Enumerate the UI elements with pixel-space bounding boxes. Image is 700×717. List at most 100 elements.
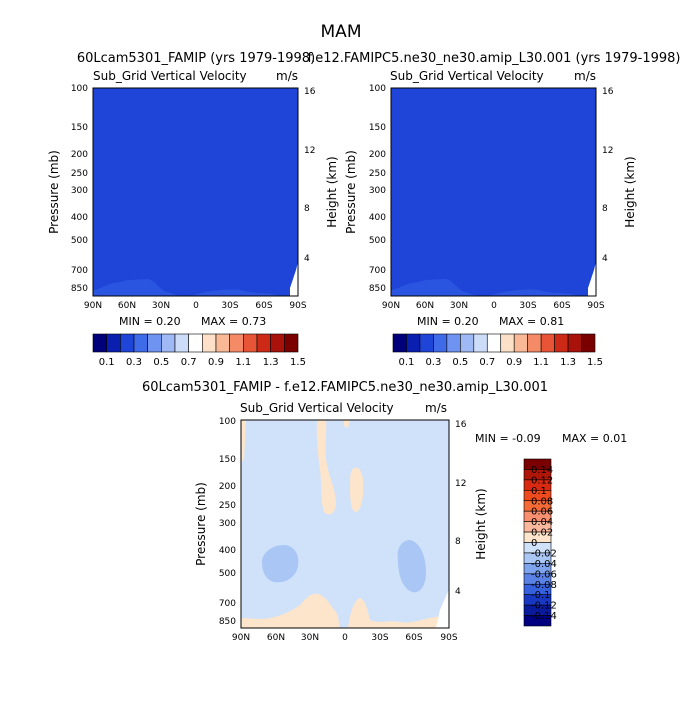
panel-1-ytick: 250	[71, 169, 88, 179]
panel-1-xtick: 0	[193, 301, 199, 311]
panel-1-ytick: 850	[71, 284, 88, 294]
colorbar-swatch	[270, 333, 285, 353]
colorbar-swatch	[133, 333, 148, 353]
colorbar-swatch	[567, 333, 582, 353]
colorbar-swatch	[513, 333, 528, 353]
panel-2-xtick: 0	[491, 301, 497, 311]
panel-1-variable-label: Sub_Grid Vertical Velocity	[93, 69, 247, 83]
panel-1-xtick: 30S	[221, 301, 238, 311]
panel-1-ytick: 500	[71, 236, 88, 246]
colorbar-label: 1.3	[263, 357, 279, 368]
panel-2-xtick: 30S	[519, 301, 536, 311]
panel-3-ytick: 250	[219, 501, 236, 511]
colorbar-swatch	[106, 333, 121, 353]
panel-2-ylabel-right: Height (km)	[623, 156, 637, 227]
colorbar-label: 0.7	[479, 357, 495, 368]
panel-1-max-label: MAX = 0.73	[201, 315, 266, 328]
panel-2-ytick: 150	[369, 123, 386, 133]
colorbar-swatch	[446, 333, 461, 353]
colorbar-swatch	[392, 333, 407, 353]
panel-2-ytick: 850	[369, 284, 386, 294]
panel-1-xtick: 90S	[289, 301, 306, 311]
panel-3-xtick: 0	[342, 633, 348, 643]
colorbar-swatch	[406, 333, 421, 353]
panel-3-contour-positive	[344, 420, 350, 428]
colorbar-swatch	[147, 333, 162, 353]
colorbar-label: -0.06	[531, 569, 557, 580]
colorbar-swatch	[188, 333, 203, 353]
colorbar-swatch	[486, 333, 502, 353]
colorbar-label: 0.1	[399, 357, 415, 368]
colorbar-label: -0.04	[531, 559, 557, 570]
panel-2-min-label: MIN = 0.20	[417, 315, 479, 328]
panel-2-ylabel: Pressure (mb)	[344, 150, 358, 234]
panel-1-xtick: 30N	[152, 301, 170, 311]
colorbar-swatch	[433, 333, 448, 353]
panel-1-ylabel: Pressure (mb)	[47, 150, 61, 234]
panel-2-ytick: 300	[369, 186, 386, 196]
colorbar-swatch	[256, 333, 271, 353]
panel-1-ytick: 150	[71, 123, 88, 133]
panel-3-y2tick: 12	[455, 479, 466, 489]
colorbar-swatch	[174, 333, 189, 353]
colorbar-swatch	[229, 333, 244, 353]
colorbar-swatch	[527, 333, 542, 353]
panel-2-field	[391, 88, 596, 296]
colorbar-swatch	[243, 333, 258, 353]
colorbar-label: 0.1	[531, 486, 547, 497]
panel-3-title: 60Lcam5301_FAMIP - f.e12.FAMIPC5.ne30_ne…	[142, 380, 548, 395]
panel-1-title: 60Lcam5301_FAMIP (yrs 1979-1998)	[77, 51, 315, 66]
panel-1-min-label: MIN = 0.20	[119, 315, 181, 328]
panel-3-variable-label: Sub_Grid Vertical Velocity	[240, 401, 394, 415]
colorbar-swatch	[460, 333, 475, 353]
panel-2-y2tick: 12	[602, 146, 613, 156]
colorbar-label: -0.12	[531, 601, 557, 612]
panel-1: 60Lcam5301_FAMIP (yrs 1979-1998) Sub_Gri…	[47, 51, 339, 368]
panel-3-ytick: 300	[219, 519, 236, 529]
colorbar-label: 1.5	[290, 357, 306, 368]
colorbar-swatch	[161, 333, 176, 353]
panel-2-contour-lower-south	[488, 289, 580, 296]
panel-1-contour-lower-south	[190, 289, 282, 296]
panel-3-xtick: 90S	[440, 633, 457, 643]
colorbar-label: 0.3	[126, 357, 142, 368]
panel-2-ytick: 200	[369, 150, 386, 160]
colorbar-label: 0.08	[531, 496, 553, 507]
panel-1-ylabel-right: Height (km)	[325, 156, 339, 227]
colorbar-label: 0.14	[531, 465, 553, 476]
panel-3-contour-positive-lower	[348, 598, 440, 628]
colorbar-label: 0.04	[531, 517, 553, 528]
panel-3-ytick: 150	[219, 455, 236, 465]
colorbar-label: 1.3	[560, 357, 576, 368]
panel-2-contour-lower	[391, 279, 478, 296]
panel-3-y2tick: 16	[455, 420, 467, 430]
panel-2-ytick: 700	[369, 266, 386, 276]
colorbar-swatch	[473, 333, 488, 353]
panel-1-y2tick: 12	[304, 146, 315, 156]
colorbar-label: 1.1	[533, 357, 549, 368]
panel-1-ytick: 100	[71, 84, 88, 94]
colorbar-swatch	[540, 333, 555, 353]
colorbar-label: 0	[531, 538, 537, 549]
panel-2-xtick: 90S	[587, 301, 604, 311]
colorbar-label: 0.1	[99, 357, 115, 368]
panel-3-ylabel-right: Height (km)	[474, 488, 488, 559]
panel-3-xtick: 30S	[371, 633, 388, 643]
panel-3-units-label: m/s	[425, 401, 447, 415]
panel-3-y2tick: 8	[455, 537, 461, 547]
colorbar-label: 0.12	[531, 475, 553, 486]
panel-1-xtick: 60S	[255, 301, 272, 311]
panel-3-xtick: 60N	[267, 633, 285, 643]
panel-1-y2tick: 16	[304, 87, 316, 97]
panel-1-contour-lower	[93, 279, 180, 296]
panel-1-xtick: 90N	[84, 301, 102, 311]
colorbar-swatch	[215, 333, 230, 353]
panel-2-frame	[390, 87, 597, 297]
panel-3-contour-negative	[262, 545, 299, 583]
colorbar-label: 0.9	[208, 357, 224, 368]
panel-1-ytick: 400	[71, 213, 88, 223]
panel-3-ytick: 850	[219, 617, 236, 627]
panel-1-ytick: 300	[71, 186, 88, 196]
colorbar-swatch	[581, 333, 596, 353]
